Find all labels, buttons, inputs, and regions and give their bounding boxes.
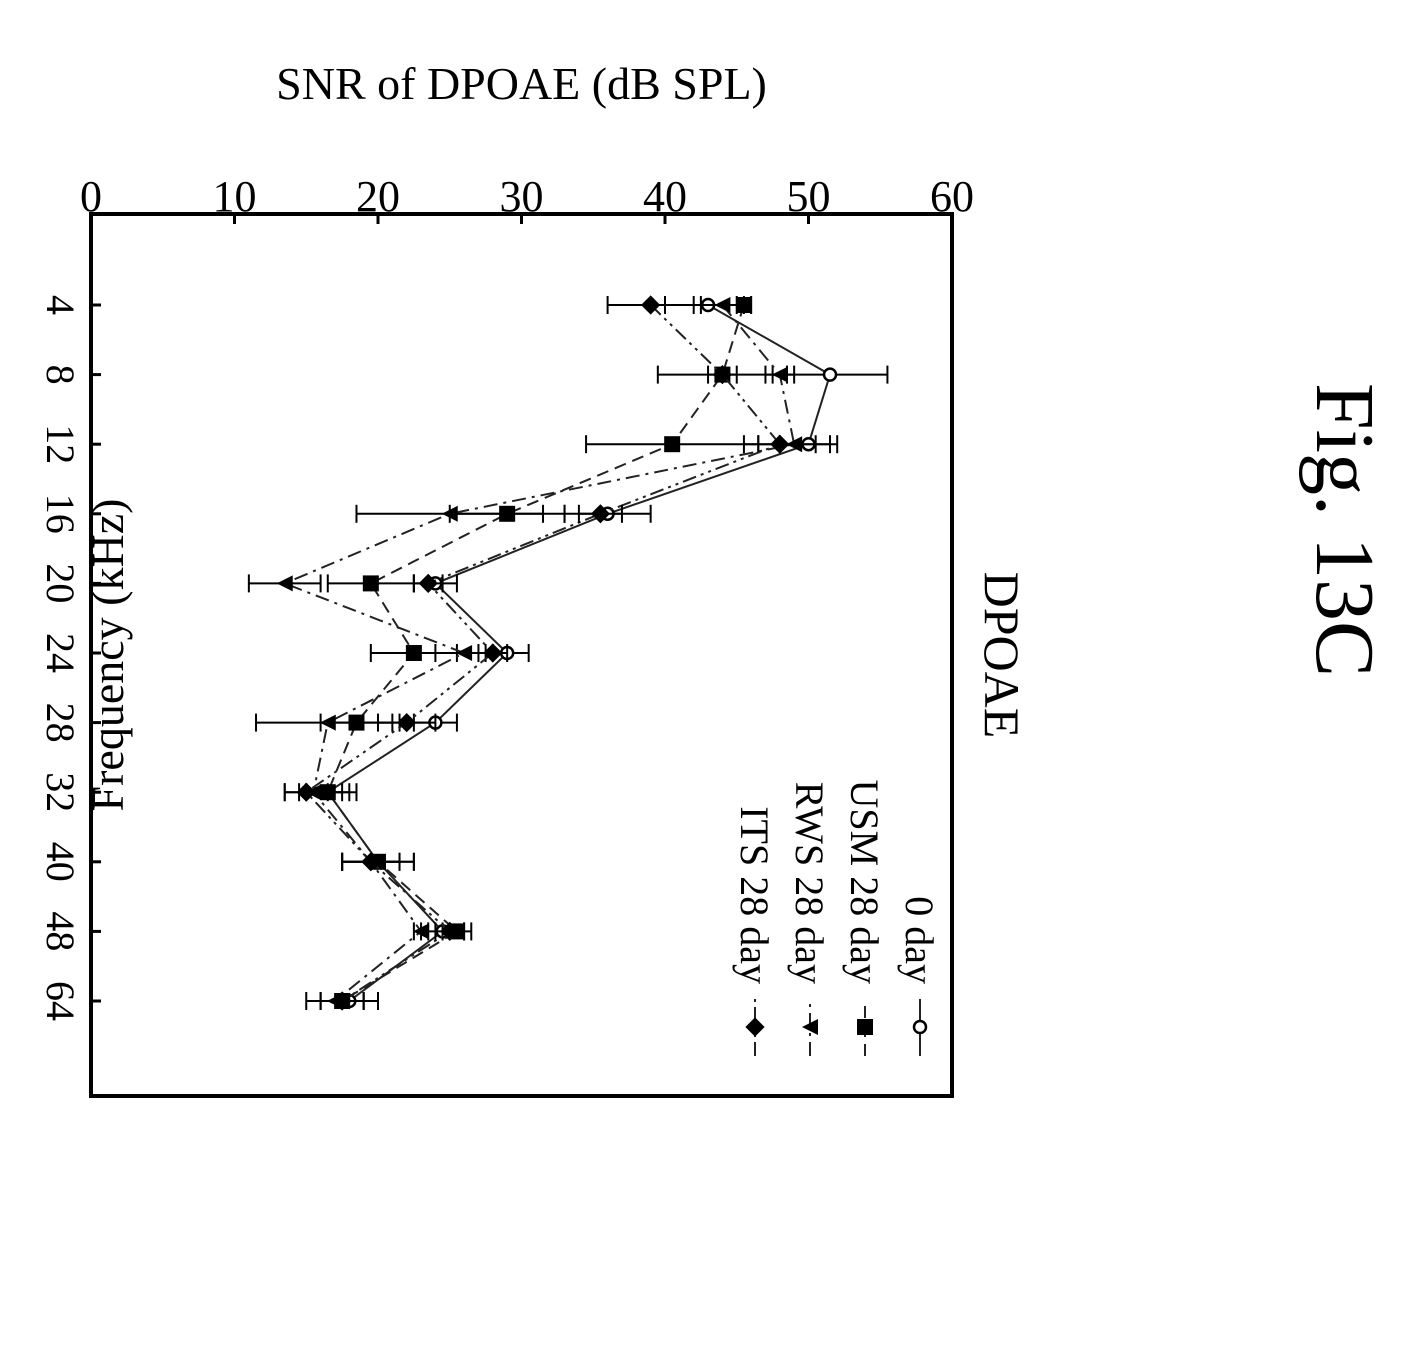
data-point xyxy=(440,921,460,941)
legend-item: RWS 28 day xyxy=(787,782,832,1056)
y-tick-label: 10 xyxy=(213,172,257,221)
data-point xyxy=(441,505,458,522)
x-tick-label: 24 xyxy=(38,633,83,673)
data-point xyxy=(296,782,316,802)
data-point xyxy=(822,367,838,382)
legend-marker xyxy=(857,1019,873,1035)
x-tick-label: 64 xyxy=(38,981,83,1021)
data-point xyxy=(405,645,422,661)
data-point xyxy=(770,434,790,454)
legend-label: USM 28 day xyxy=(842,780,887,984)
legend-label: RWS 28 day xyxy=(787,782,832,984)
data-point xyxy=(456,645,473,661)
data-point xyxy=(590,504,611,524)
data-point xyxy=(712,365,732,385)
legend-item: 0 day xyxy=(897,896,942,1056)
x-tick-label: 40 xyxy=(38,842,83,882)
x-tick-label: 20 xyxy=(38,563,83,603)
x-tick-label: 28 xyxy=(38,703,83,743)
series-line xyxy=(282,304,796,1002)
legend-marker xyxy=(745,1017,765,1037)
legend-label: 0 day xyxy=(897,896,942,984)
data-point xyxy=(413,923,430,940)
legend-item: ITS 28 day xyxy=(732,806,777,1056)
x-tick-label: 16 xyxy=(38,494,83,534)
x-tick-label: 12 xyxy=(38,424,83,464)
data-point xyxy=(397,713,417,733)
y-tick-label: 60 xyxy=(930,172,974,221)
legend-marker xyxy=(802,1019,818,1035)
legend-item: USM 28 day xyxy=(842,780,887,1056)
y-tick-label: 0 xyxy=(80,172,102,221)
data-point xyxy=(483,643,503,663)
series-usm-28-day xyxy=(305,296,788,1010)
y-tick-label: 20 xyxy=(356,172,400,221)
data-point xyxy=(714,297,731,313)
data-point xyxy=(362,575,379,592)
series-its-28-day xyxy=(283,295,817,1011)
chart-title: DPOAE xyxy=(974,572,1030,739)
series-line xyxy=(304,304,782,1002)
x-tick-label: 48 xyxy=(38,911,83,951)
data-point xyxy=(332,991,352,1011)
svg-text:Fig. 13C: Fig. 13C xyxy=(1298,383,1391,677)
legend-label: ITS 28 day xyxy=(732,806,777,984)
x-tick-label: 8 xyxy=(38,365,83,385)
series-layer xyxy=(247,295,889,1011)
data-point xyxy=(319,714,336,731)
y-tick-label: 40 xyxy=(643,172,687,221)
y-tick-label: 50 xyxy=(787,172,831,221)
legend-marker xyxy=(912,1019,928,1035)
x-tick-label: 32 xyxy=(38,772,83,812)
data-point xyxy=(771,366,788,383)
data-point xyxy=(418,573,438,593)
data-point xyxy=(276,575,293,592)
x-axis-label: Frequency (kHz) xyxy=(82,499,133,812)
data-point xyxy=(664,436,681,453)
data-point xyxy=(361,852,381,872)
data-point xyxy=(641,295,661,315)
figure-label: Fig. 13C xyxy=(1298,383,1391,677)
y-axis-label: SNR of DPOAE (dB SPL) xyxy=(276,58,767,109)
x-tick-label: 4 xyxy=(38,295,83,315)
y-tick-label: 30 xyxy=(500,172,544,221)
